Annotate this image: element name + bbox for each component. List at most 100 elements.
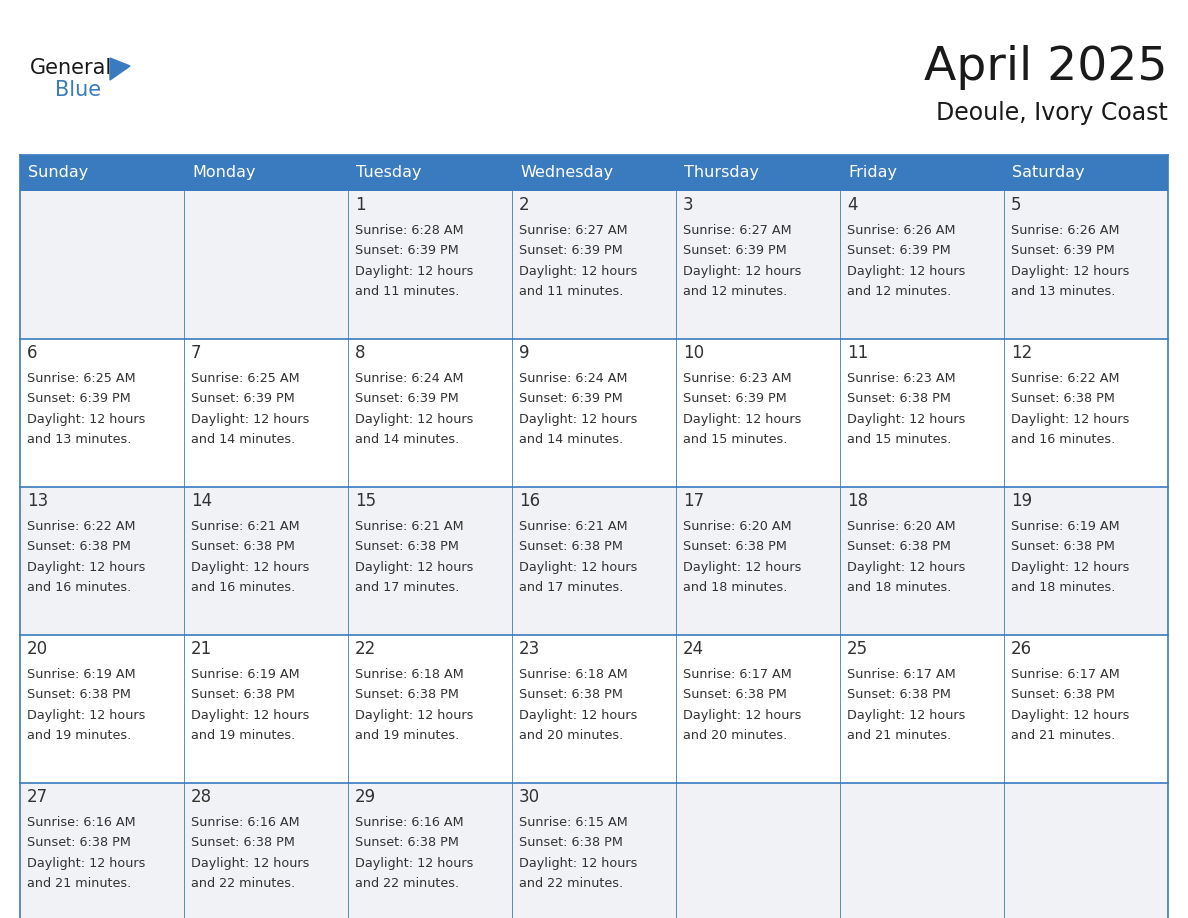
Text: Sunrise: 6:25 AM: Sunrise: 6:25 AM [27,372,135,385]
Text: Daylight: 12 hours: Daylight: 12 hours [847,413,966,426]
Text: 23: 23 [519,640,541,658]
Text: 12: 12 [1011,344,1032,362]
Text: 10: 10 [683,344,704,362]
Text: Deoule, Ivory Coast: Deoule, Ivory Coast [936,101,1168,125]
Text: Sunrise: 6:22 AM: Sunrise: 6:22 AM [27,520,135,533]
Text: Sunset: 6:38 PM: Sunset: 6:38 PM [1011,392,1114,406]
Text: Sunrise: 6:27 AM: Sunrise: 6:27 AM [519,224,627,237]
Text: Sunset: 6:38 PM: Sunset: 6:38 PM [683,541,786,554]
Text: and 16 minutes.: and 16 minutes. [1011,433,1116,446]
Text: Sunset: 6:39 PM: Sunset: 6:39 PM [519,244,623,257]
Text: Daylight: 12 hours: Daylight: 12 hours [847,709,966,722]
Text: and 13 minutes.: and 13 minutes. [1011,285,1116,298]
Text: Wednesday: Wednesday [520,165,613,181]
Text: Daylight: 12 hours: Daylight: 12 hours [519,709,638,722]
Text: Sunset: 6:38 PM: Sunset: 6:38 PM [27,688,131,701]
Text: Daylight: 12 hours: Daylight: 12 hours [683,709,802,722]
Bar [20,783,1168,918]
Text: and 15 minutes.: and 15 minutes. [683,433,788,446]
Text: Sunday: Sunday [29,165,88,181]
Text: Sunrise: 6:25 AM: Sunrise: 6:25 AM [191,372,299,385]
Text: Sunrise: 6:18 AM: Sunrise: 6:18 AM [519,668,627,681]
Text: Sunrise: 6:26 AM: Sunrise: 6:26 AM [1011,224,1119,237]
Text: 24: 24 [683,640,704,658]
Text: Sunset: 6:38 PM: Sunset: 6:38 PM [683,688,786,701]
Text: 13: 13 [27,492,49,510]
Text: and 21 minutes.: and 21 minutes. [1011,729,1116,742]
Text: Sunrise: 6:18 AM: Sunrise: 6:18 AM [355,668,463,681]
Text: and 20 minutes.: and 20 minutes. [683,729,788,742]
Text: 20: 20 [27,640,49,658]
Text: Daylight: 12 hours: Daylight: 12 hours [355,856,473,869]
Text: Daylight: 12 hours: Daylight: 12 hours [191,413,309,426]
Text: and 14 minutes.: and 14 minutes. [355,433,460,446]
Text: Sunset: 6:39 PM: Sunset: 6:39 PM [27,392,131,406]
Text: Daylight: 12 hours: Daylight: 12 hours [519,413,638,426]
Text: 30: 30 [519,788,541,806]
Text: Sunrise: 6:20 AM: Sunrise: 6:20 AM [847,520,955,533]
Text: Sunset: 6:38 PM: Sunset: 6:38 PM [519,688,623,701]
Text: 29: 29 [355,788,377,806]
Text: Sunrise: 6:19 AM: Sunrise: 6:19 AM [27,668,135,681]
Text: and 17 minutes.: and 17 minutes. [519,581,624,594]
Text: Sunrise: 6:19 AM: Sunrise: 6:19 AM [1011,520,1119,533]
Text: 9: 9 [519,344,530,362]
Text: 6: 6 [27,344,38,362]
Text: 22: 22 [355,640,377,658]
Text: and 22 minutes.: and 22 minutes. [519,878,624,890]
Text: Sunset: 6:38 PM: Sunset: 6:38 PM [519,836,623,849]
Text: 11: 11 [847,344,868,362]
Text: Daylight: 12 hours: Daylight: 12 hours [683,413,802,426]
Text: 25: 25 [847,640,868,658]
Text: and 21 minutes.: and 21 minutes. [847,729,952,742]
Text: Sunset: 6:39 PM: Sunset: 6:39 PM [847,244,950,257]
Text: Sunrise: 6:17 AM: Sunrise: 6:17 AM [683,668,791,681]
Text: 4: 4 [847,196,858,214]
Text: Sunset: 6:38 PM: Sunset: 6:38 PM [355,836,459,849]
Text: Sunset: 6:38 PM: Sunset: 6:38 PM [847,392,950,406]
Text: and 11 minutes.: and 11 minutes. [519,285,624,298]
Text: 28: 28 [191,788,213,806]
Text: Sunrise: 6:26 AM: Sunrise: 6:26 AM [847,224,955,237]
Bar [20,155,1168,191]
Text: Daylight: 12 hours: Daylight: 12 hours [1011,413,1130,426]
Text: Sunset: 6:38 PM: Sunset: 6:38 PM [519,541,623,554]
Bar [20,191,1168,339]
Text: Blue: Blue [55,80,101,100]
Text: and 14 minutes.: and 14 minutes. [191,433,296,446]
Text: Sunrise: 6:28 AM: Sunrise: 6:28 AM [355,224,463,237]
Text: Sunrise: 6:16 AM: Sunrise: 6:16 AM [355,816,463,829]
Text: and 21 minutes.: and 21 minutes. [27,878,131,890]
Text: Sunrise: 6:27 AM: Sunrise: 6:27 AM [683,224,791,237]
Text: Sunset: 6:38 PM: Sunset: 6:38 PM [27,541,131,554]
Text: and 15 minutes.: and 15 minutes. [847,433,952,446]
Text: 21: 21 [191,640,213,658]
Text: Daylight: 12 hours: Daylight: 12 hours [683,264,802,278]
Text: Daylight: 12 hours: Daylight: 12 hours [27,856,145,869]
Text: Tuesday: Tuesday [356,165,422,181]
Text: Sunset: 6:39 PM: Sunset: 6:39 PM [191,392,295,406]
Text: Monday: Monday [192,165,255,181]
Text: Sunrise: 6:21 AM: Sunrise: 6:21 AM [355,520,463,533]
Text: Thursday: Thursday [684,165,759,181]
Text: Daylight: 12 hours: Daylight: 12 hours [1011,264,1130,278]
Text: and 18 minutes.: and 18 minutes. [683,581,788,594]
Text: Sunrise: 6:21 AM: Sunrise: 6:21 AM [191,520,299,533]
Text: 26: 26 [1011,640,1032,658]
Text: Sunset: 6:38 PM: Sunset: 6:38 PM [191,541,295,554]
Text: April 2025: April 2025 [924,46,1168,91]
Text: Sunrise: 6:15 AM: Sunrise: 6:15 AM [519,816,627,829]
Text: Sunrise: 6:17 AM: Sunrise: 6:17 AM [1011,668,1120,681]
Text: and 17 minutes.: and 17 minutes. [355,581,460,594]
Text: and 13 minutes.: and 13 minutes. [27,433,132,446]
Text: and 16 minutes.: and 16 minutes. [27,581,131,594]
Text: Sunrise: 6:22 AM: Sunrise: 6:22 AM [1011,372,1119,385]
Text: Saturday: Saturday [1012,165,1085,181]
Polygon shape [110,58,129,80]
Text: Sunset: 6:38 PM: Sunset: 6:38 PM [27,836,131,849]
Text: 15: 15 [355,492,377,510]
Text: Sunset: 6:38 PM: Sunset: 6:38 PM [355,688,459,701]
Text: Daylight: 12 hours: Daylight: 12 hours [847,264,966,278]
Text: Sunrise: 6:23 AM: Sunrise: 6:23 AM [847,372,955,385]
Text: and 11 minutes.: and 11 minutes. [355,285,460,298]
